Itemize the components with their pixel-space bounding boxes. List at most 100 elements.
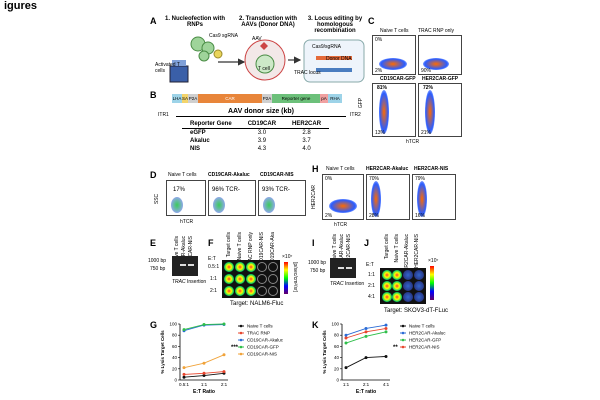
x-tick-label: 2:1 [221,382,228,387]
y-tick-label: 0 [174,378,177,383]
data-point [182,375,186,379]
row-label: 4:1 [368,294,375,300]
panel-i-label: I [312,238,315,248]
legend-entry: Naive T cells [409,324,435,329]
donor-size-title: AAV donor size (kb) [176,108,346,117]
ladder-label: 1000 bp [148,258,167,264]
y-tick-label: 100 [331,322,339,327]
panel-a-step1: 1. Nucleofection with RNPs [164,16,225,28]
row-label: 2:1 [368,283,375,289]
significance-label: *** [231,345,239,351]
facs-plot-h3: 79% 16% [412,174,456,220]
y-tick-label: 60 [334,344,340,349]
segment-pa: pA [320,94,328,103]
et-label: E:T [366,262,374,268]
y-tick-label: 40 [334,355,340,360]
data-point [182,372,186,376]
panel-d-xlabel: hTCR [180,219,194,225]
construct-map: LHA SA P2A CAR P2A Reporter gene pA RHA [172,94,342,103]
legend-entry: CD19CAR-NIS [247,352,277,357]
row-label: 2:1 [210,288,217,294]
legend-marker [239,345,243,349]
segment-p2a: P2A [188,94,198,103]
facs-plot-c3: 81% 13% [372,83,416,137]
panel-c-xlabel: hTCR [406,139,420,145]
series-line [345,324,387,336]
data-point [344,336,348,340]
series-line [183,354,225,369]
data-point [384,323,388,327]
facs-title: CD19CAR-Akaluc [208,172,250,178]
facs-title: TRAC RNP only [418,28,455,34]
data-point [364,326,368,330]
data-point [344,366,348,370]
scale-top: ×10⁷ [282,254,293,260]
data-point [202,374,206,378]
x-tick-label: 4:1 [383,382,390,387]
col-label: HER2CAR-NIS [414,234,420,268]
panel-a-donor: Donor DNA [326,56,352,62]
facs-cloud [371,181,381,217]
legend-entry: TRAC RNP [247,331,270,336]
legend-marker [401,338,405,342]
scale-top: ×10⁷ [428,258,439,264]
itr2-label: ITR2 [350,112,361,118]
facs-cloud [213,197,225,213]
panel-a-aav: AAV [252,36,262,42]
facs-plot-h2: 70% 28% [366,174,410,220]
panel-h-xlabel: hTCR [334,222,348,228]
y-tick-label: 20 [334,366,340,371]
significance-label: ** [393,345,398,351]
segment-lha: LHA [172,94,182,103]
data-point [384,326,388,330]
facs-title: Naive T cells [168,172,197,178]
y-tick-label: 20 [172,366,178,371]
segment-sa: SA [182,94,189,103]
bli-plate [222,260,280,298]
facs-title: HER2CAR-GFP [422,76,459,82]
donor-dna-icon [316,56,352,60]
y-tick-label: 100 [169,322,177,327]
facs-title: Naive T cells [380,28,409,34]
panel-j-target: Target: SKOV3-dT-FLuc [384,308,449,314]
panel-a-activated: Activated T cells [155,62,180,74]
x-tick-label: 2:1 [363,382,370,387]
legend-entry: HER2CAR-NIS [409,345,440,350]
data-point [202,323,206,327]
legend-marker [401,345,405,349]
y-tick-label: 0 [336,378,339,383]
bli-plate [380,268,426,304]
table-row: NIS 4.3 4.0 [190,146,311,152]
gel-image [330,258,356,278]
facs-cloud [417,181,427,217]
row-label: 1:1 [210,276,217,282]
facs-cloud [263,197,275,213]
legend-entry: HER2CAR-Akaluc [409,331,446,336]
col-header: HER2CAR [284,120,330,129]
facs-plot-c2: 90% [418,35,462,75]
row-label: 1:1 [368,272,375,278]
y-tick-label: 40 [172,355,178,360]
x-axis-label: E:T ratio [356,389,376,395]
panel-k-label: K [312,320,319,330]
segment-p2a-2: P2A [262,94,272,103]
panel-g-chart: 0 20 40 60 80 100 0.5:1 1:1 2:1 E:T Ratio % Lysis … [160,322,284,396]
table-row: eGFP 3.0 2.8 [190,130,311,136]
data-point [202,371,206,375]
gel-band [180,264,186,266]
x-tick-label: 1:1 [343,382,350,387]
et-label: E:T [208,256,216,262]
facs-title: HER2CAR-Akaluc [366,166,409,172]
ladder-label: 750 bp [150,266,166,272]
segment-reporter: Reporter gene [272,94,320,103]
panel-a-tcell: T cell [258,66,270,72]
legend-marker [239,324,243,328]
data-point [344,333,348,337]
panel-b-label: B [150,90,157,100]
tcell-icon [255,54,275,74]
col-label: Target cells [384,234,390,260]
legend-marker [239,338,243,342]
data-point [384,330,388,334]
facs-plot-c4: 72% 21% [418,83,462,137]
gel-caption: TRAC Insertion [172,279,207,285]
